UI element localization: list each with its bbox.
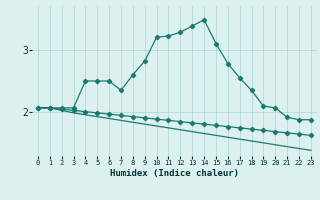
X-axis label: Humidex (Indice chaleur): Humidex (Indice chaleur) (110, 169, 239, 178)
